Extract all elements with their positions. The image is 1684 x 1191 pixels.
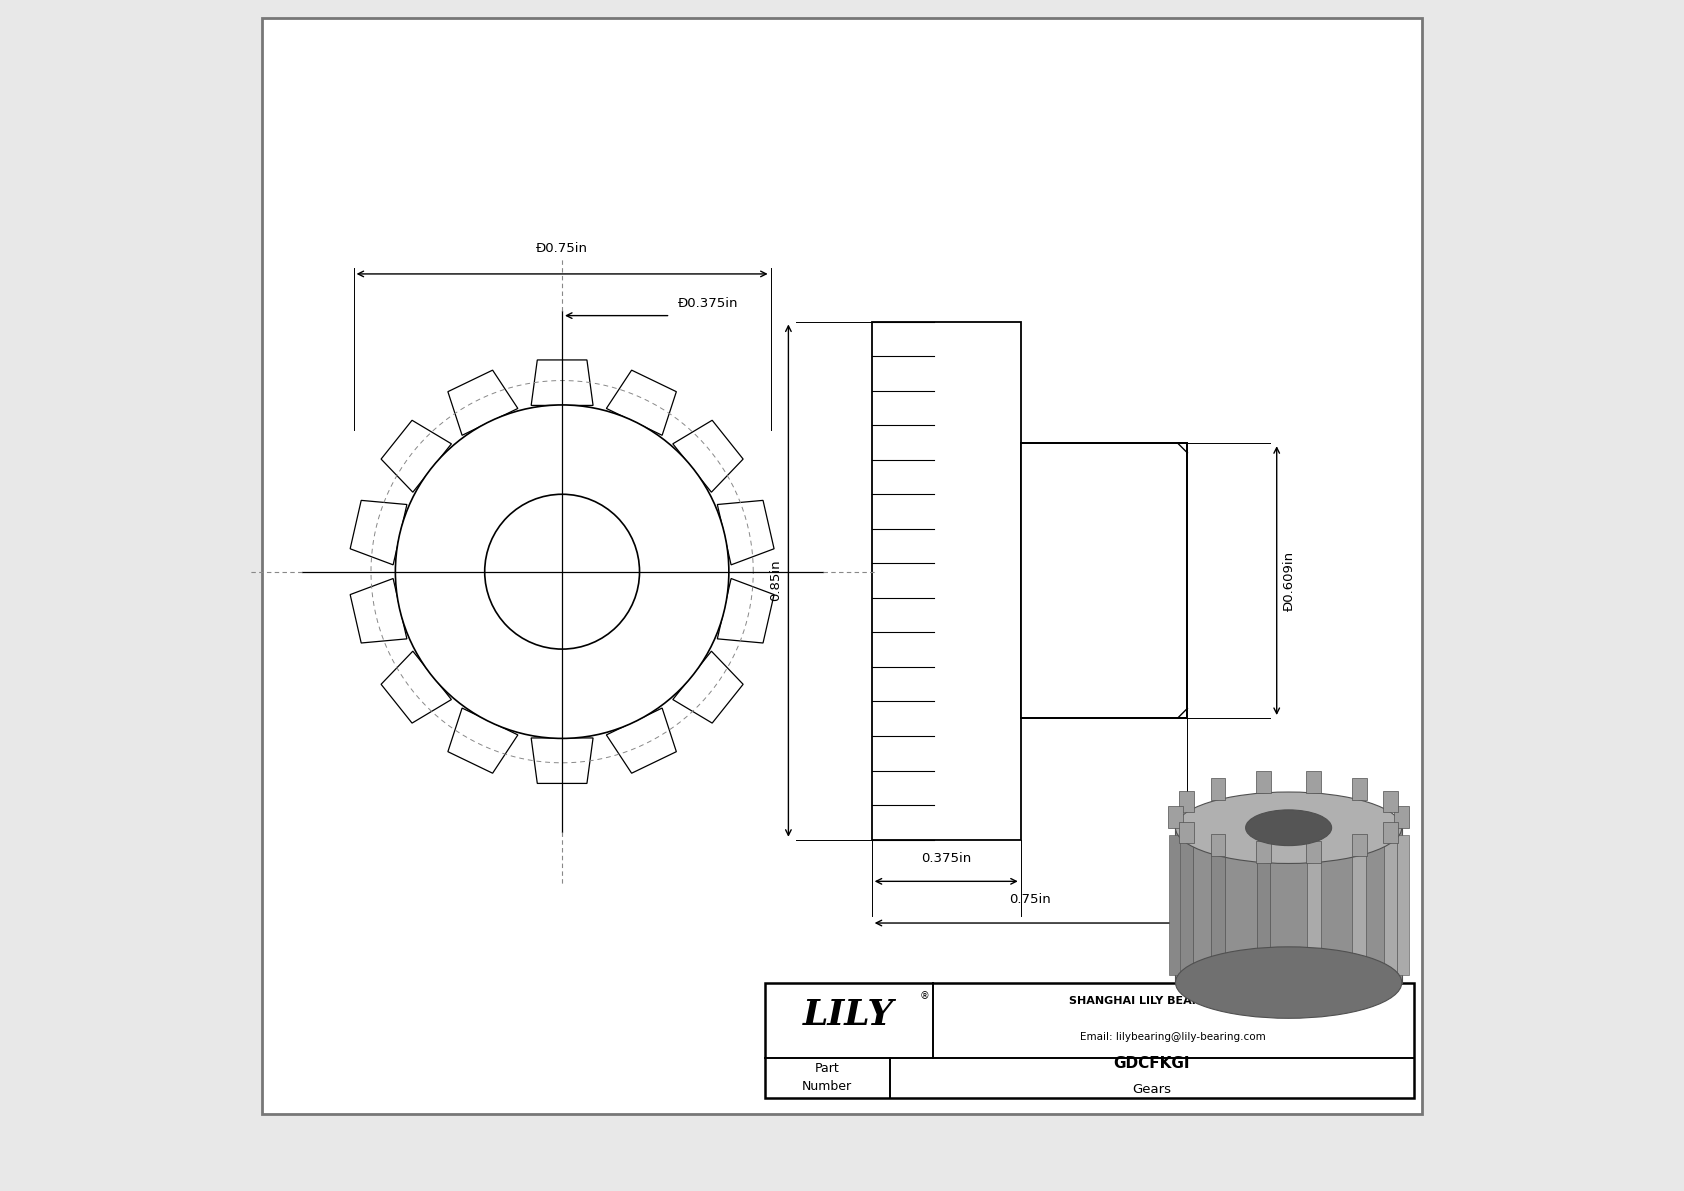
Text: GDCFKGI: GDCFKGI [1113,1056,1191,1071]
Bar [765,983,1413,1098]
Polygon shape [530,738,593,784]
Bar [1256,836,1270,974]
Text: Ð0.609in: Ð0.609in [1283,550,1295,611]
Text: Email: lilybearing@lily-bearing.com: Email: lilybearing@lily-bearing.com [1079,1031,1266,1042]
FancyBboxPatch shape [1175,828,1401,983]
Text: Ð0.75in: Ð0.75in [536,242,588,255]
Polygon shape [674,420,743,492]
Bar [1211,836,1224,974]
Circle shape [485,494,640,649]
Bar [1256,772,1271,793]
Bar [1211,834,1226,855]
Text: Part
Number: Part Number [802,1062,852,1093]
Bar [1021,443,1187,718]
Polygon shape [717,500,775,565]
Polygon shape [448,370,519,435]
Bar [1383,822,1398,843]
Text: 0.75in: 0.75in [1009,893,1051,906]
Bar [1211,779,1226,800]
Bar [1211,836,1224,974]
Bar [1180,836,1194,974]
Bar [1307,836,1320,974]
Bar [1169,836,1182,974]
Polygon shape [530,360,593,405]
Bar [1179,822,1194,843]
Text: SHANGHAI LILY BEARING LIMITED: SHANGHAI LILY BEARING LIMITED [1069,996,1276,1006]
Text: Ð0.375in: Ð0.375in [679,297,739,310]
Bar [1256,836,1270,974]
Text: 0.375in: 0.375in [921,852,972,865]
Polygon shape [674,651,743,723]
Bar [1307,841,1322,862]
Bar [1179,791,1194,812]
Polygon shape [381,420,451,492]
Bar [1394,806,1410,828]
Circle shape [396,405,729,738]
Ellipse shape [1175,792,1401,863]
Bar [1307,836,1320,974]
Polygon shape [606,709,677,773]
Polygon shape [350,500,408,565]
Text: LILY: LILY [803,998,894,1033]
Text: Gears: Gears [1132,1084,1170,1096]
Bar [1394,836,1408,974]
Bar [1384,836,1398,974]
Bar [1352,834,1366,855]
Text: 0.85in: 0.85in [770,560,783,601]
Polygon shape [448,709,519,773]
Bar [1169,806,1182,828]
Text: ®: ® [919,991,930,1000]
Polygon shape [717,579,775,643]
Bar [1384,836,1398,974]
Bar [1256,841,1271,862]
Bar [872,322,1021,840]
Bar [1352,779,1366,800]
Bar [1352,836,1366,974]
Polygon shape [381,651,451,723]
Bar [1180,836,1194,974]
Bar [1383,791,1398,812]
Ellipse shape [1246,810,1332,846]
Bar [1352,836,1366,974]
Polygon shape [606,370,677,435]
Ellipse shape [1175,947,1401,1018]
Bar [1307,772,1322,793]
Polygon shape [350,579,408,643]
